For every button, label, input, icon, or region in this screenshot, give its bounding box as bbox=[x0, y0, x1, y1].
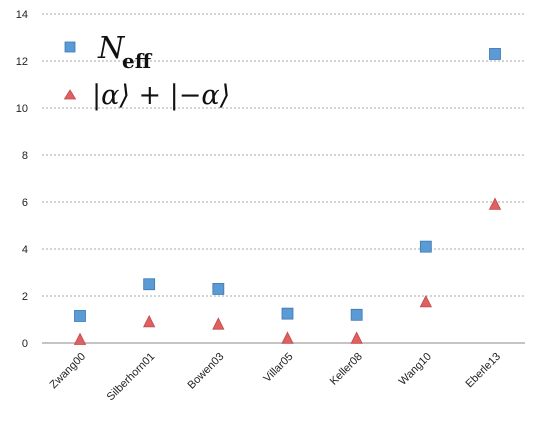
square-point bbox=[419, 240, 432, 253]
triangle-point bbox=[143, 314, 156, 328]
x-tick-label: Silberhorn01 bbox=[105, 351, 158, 404]
y-tick-label: 6 bbox=[22, 197, 28, 209]
y-tick-label: 12 bbox=[16, 56, 28, 68]
legend-triangle-marker bbox=[63, 89, 77, 100]
data-series bbox=[73, 48, 502, 345]
triangle-point bbox=[73, 332, 87, 345]
triangle-point bbox=[488, 197, 502, 210]
legend-cat-state-label: |α⟩ + |−α⟩ bbox=[92, 80, 230, 111]
legend-neff-subscript: eff bbox=[122, 49, 153, 73]
triangle-point bbox=[212, 317, 225, 330]
square-point bbox=[212, 283, 225, 295]
square-point bbox=[281, 307, 294, 320]
triangle-point bbox=[281, 331, 294, 344]
series-cat-state bbox=[73, 197, 502, 345]
series-neff bbox=[74, 48, 501, 322]
square-point bbox=[74, 310, 86, 322]
triangle-point bbox=[350, 331, 363, 344]
square-point bbox=[143, 278, 156, 291]
triangle-point bbox=[419, 294, 432, 308]
x-tick-label: Zwang00 bbox=[48, 351, 88, 391]
y-tick-label: 0 bbox=[22, 338, 28, 350]
y-tick-label: 2 bbox=[22, 291, 28, 303]
x-tick-label: Keller08 bbox=[328, 351, 365, 388]
legend-neff-label: N bbox=[97, 31, 126, 66]
x-tick-label: Wang10 bbox=[397, 351, 434, 388]
x-tick-label: Villar05 bbox=[261, 351, 295, 385]
square-point bbox=[489, 48, 501, 60]
y-tick-label: 14 bbox=[16, 9, 28, 21]
y-tick-labels: 0 2 4 6 8 10 12 14 bbox=[16, 9, 28, 350]
legend: N eff |α⟩ + |−α⟩ bbox=[63, 31, 230, 111]
x-tick-label: Eberle13 bbox=[463, 351, 503, 391]
y-tick-label: 10 bbox=[16, 103, 28, 115]
y-tick-label: 8 bbox=[22, 150, 28, 162]
y-tick-label: 4 bbox=[22, 244, 28, 256]
x-tick-labels: Zwang00 Silberhorn01 Bowen03 Villar05 Keller… bbox=[48, 351, 503, 404]
x-tick-label: Bowen03 bbox=[186, 351, 227, 392]
square-point bbox=[350, 308, 363, 321]
grid-lines bbox=[42, 13, 525, 297]
legend-square-marker bbox=[64, 41, 76, 53]
